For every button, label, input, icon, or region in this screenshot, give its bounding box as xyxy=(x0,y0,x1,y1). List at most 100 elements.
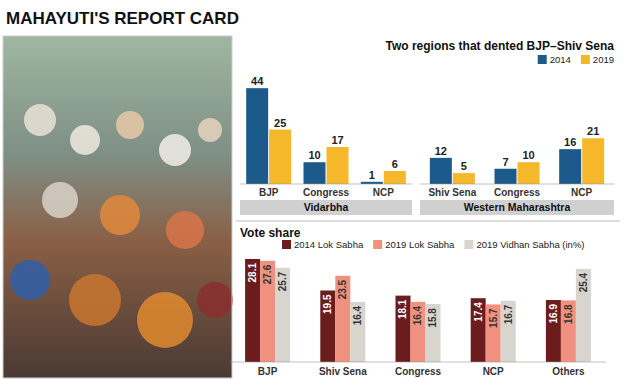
bar xyxy=(396,296,411,362)
bar xyxy=(546,300,561,362)
photo-figure xyxy=(198,118,222,142)
bar xyxy=(335,276,350,362)
chart: Two regions that dented BJP–Shiv Sena201… xyxy=(240,39,614,215)
photo-figure xyxy=(42,182,78,218)
category-label: BJP xyxy=(259,187,279,198)
bar xyxy=(486,304,501,362)
data-label: 16.8 xyxy=(563,304,574,324)
legend-swatch xyxy=(538,55,547,64)
chart: Vote share2014 Lok Sabha2019 Lok Sabha20… xyxy=(230,226,606,377)
bar xyxy=(245,259,260,362)
bar xyxy=(559,149,581,184)
photo-figure xyxy=(70,125,100,155)
bar xyxy=(304,162,326,184)
bar xyxy=(269,130,291,184)
data-label: 17 xyxy=(331,134,343,146)
data-label: 25 xyxy=(274,117,286,129)
legend-label: 2019 xyxy=(593,54,614,65)
bar xyxy=(561,300,576,362)
background xyxy=(0,0,624,379)
photo-figure xyxy=(69,274,121,326)
bars xyxy=(430,138,604,184)
data-label: 15.7 xyxy=(488,308,499,328)
photo-figure xyxy=(197,282,233,318)
data-label: 5 xyxy=(461,160,467,172)
legend-swatch xyxy=(581,55,590,64)
data-label: 7 xyxy=(502,156,508,168)
data-label: 18.1 xyxy=(398,299,409,319)
data-label: 16.4 xyxy=(413,305,424,325)
legend: 2014 Lok Sabha2019 Lok Sabha2019 Vidhan … xyxy=(282,239,585,250)
canvas: MAHAYUTI'S REPORT CARDTwo regions that d… xyxy=(0,0,624,379)
bar xyxy=(384,171,406,184)
data-label: 15.8 xyxy=(428,308,439,328)
bar xyxy=(246,88,268,184)
bars xyxy=(246,88,406,184)
category-label: NCP xyxy=(571,187,592,198)
bar xyxy=(471,298,486,362)
data-label: 16.4 xyxy=(352,305,363,325)
category-label: Shiv Sena xyxy=(428,187,476,198)
data-label: 17.4 xyxy=(473,302,484,322)
data-label: 6 xyxy=(392,158,398,170)
photo-frame xyxy=(3,36,232,378)
photo-figure xyxy=(159,134,191,166)
bar xyxy=(426,304,441,362)
photo-figure xyxy=(10,260,50,300)
bar xyxy=(430,158,452,184)
bar xyxy=(275,268,290,362)
data-label: 44 xyxy=(251,75,264,87)
region-band xyxy=(420,200,614,215)
data-labels: 44 25 10 17 1 6 xyxy=(251,75,398,181)
baseline xyxy=(240,184,412,185)
separator xyxy=(236,221,620,222)
data-label: 25.7 xyxy=(277,271,288,291)
data-label: 27.6 xyxy=(262,264,273,284)
data-label: 25.4 xyxy=(578,272,589,292)
data-label: 28.1 xyxy=(247,263,258,283)
legend-item: 2019 Lok Sabha xyxy=(373,239,455,250)
data-label: 23.5 xyxy=(337,279,348,299)
bar xyxy=(518,162,540,184)
data-labels: 28.1 27.6 25.7 19.5 23.5 16.4 18.1 16.4 15.8 17.4… xyxy=(247,263,589,328)
bar xyxy=(350,302,365,362)
chart-title: Vote share xyxy=(240,226,301,240)
data-label: 16.9 xyxy=(548,304,559,324)
legend-swatch xyxy=(282,240,291,249)
legend-label: 2019 Lok Sabha xyxy=(385,239,455,250)
category-label: NCP xyxy=(373,187,394,198)
data-label: 1 xyxy=(369,169,375,181)
bar xyxy=(361,182,383,184)
data-label: 21 xyxy=(587,125,599,137)
photo xyxy=(3,36,233,378)
category-label: Congress xyxy=(303,187,350,198)
main-title: MAHAYUTI'S REPORT CARD xyxy=(6,9,239,28)
data-label: 19.5 xyxy=(322,294,333,314)
legend-label: 2014 Lok Sabha xyxy=(294,239,364,250)
category-label: Others xyxy=(552,366,585,377)
bar xyxy=(501,301,516,362)
photo-figure xyxy=(166,211,204,249)
photo-figure xyxy=(24,104,56,136)
photo-figure xyxy=(100,195,140,235)
category-label: Congress xyxy=(395,366,442,377)
region-band xyxy=(240,200,412,215)
legend-swatch xyxy=(464,240,473,249)
region-label: Vidarbha xyxy=(304,201,349,213)
legend-item: 2019 xyxy=(581,54,614,65)
legend-label: 2014 xyxy=(550,54,571,65)
photo-figure xyxy=(116,111,144,139)
bar xyxy=(582,138,604,184)
data-label: 16.7 xyxy=(503,304,514,324)
bar xyxy=(411,302,426,362)
category-label: Shiv Sena xyxy=(319,366,367,377)
legend-item: 2014 Lok Sabha xyxy=(282,239,364,250)
bar xyxy=(327,147,349,184)
bar xyxy=(453,173,475,184)
bar xyxy=(260,261,275,362)
bar xyxy=(320,291,335,363)
photo-figure xyxy=(137,292,193,348)
chart-title: Two regions that dented BJP–Shiv Sena xyxy=(386,39,615,53)
data-label: 10 xyxy=(308,149,320,161)
legend-swatch xyxy=(373,240,382,249)
